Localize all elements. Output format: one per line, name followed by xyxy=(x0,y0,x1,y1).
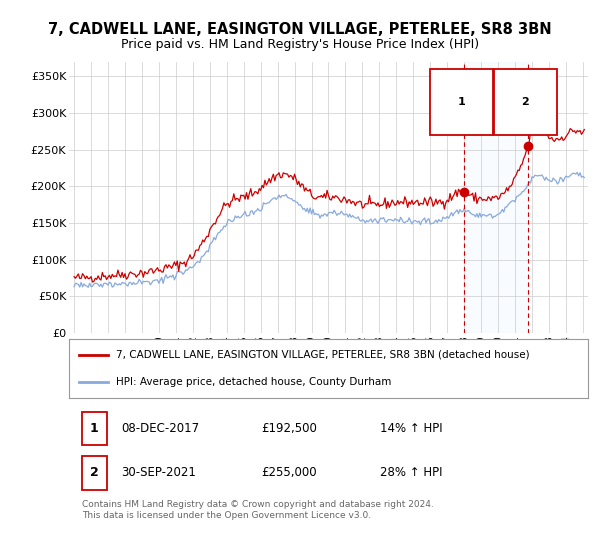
Text: 2: 2 xyxy=(521,97,529,107)
Text: 1: 1 xyxy=(90,422,99,435)
Text: 7, CADWELL LANE, EASINGTON VILLAGE, PETERLEE, SR8 3BN (detached house): 7, CADWELL LANE, EASINGTON VILLAGE, PETE… xyxy=(116,349,529,360)
Text: 08-DEC-2017: 08-DEC-2017 xyxy=(121,422,199,435)
Text: £255,000: £255,000 xyxy=(261,466,317,479)
Bar xyxy=(464,62,528,333)
Text: £192,500: £192,500 xyxy=(261,422,317,435)
Text: 1: 1 xyxy=(458,97,466,107)
Text: 30-SEP-2021: 30-SEP-2021 xyxy=(121,466,196,479)
Text: 7, CADWELL LANE, EASINGTON VILLAGE, PETERLEE, SR8 3BN: 7, CADWELL LANE, EASINGTON VILLAGE, PETE… xyxy=(48,22,552,38)
Text: 2: 2 xyxy=(90,466,99,479)
FancyBboxPatch shape xyxy=(82,456,107,490)
Text: HPI: Average price, detached house, County Durham: HPI: Average price, detached house, Coun… xyxy=(116,377,391,387)
Text: Price paid vs. HM Land Registry's House Price Index (HPI): Price paid vs. HM Land Registry's House … xyxy=(121,38,479,50)
Text: Contains HM Land Registry data © Crown copyright and database right 2024.
This d: Contains HM Land Registry data © Crown c… xyxy=(82,500,434,520)
Text: 28% ↑ HPI: 28% ↑ HPI xyxy=(380,466,443,479)
Text: 14% ↑ HPI: 14% ↑ HPI xyxy=(380,422,443,435)
FancyBboxPatch shape xyxy=(82,412,107,445)
